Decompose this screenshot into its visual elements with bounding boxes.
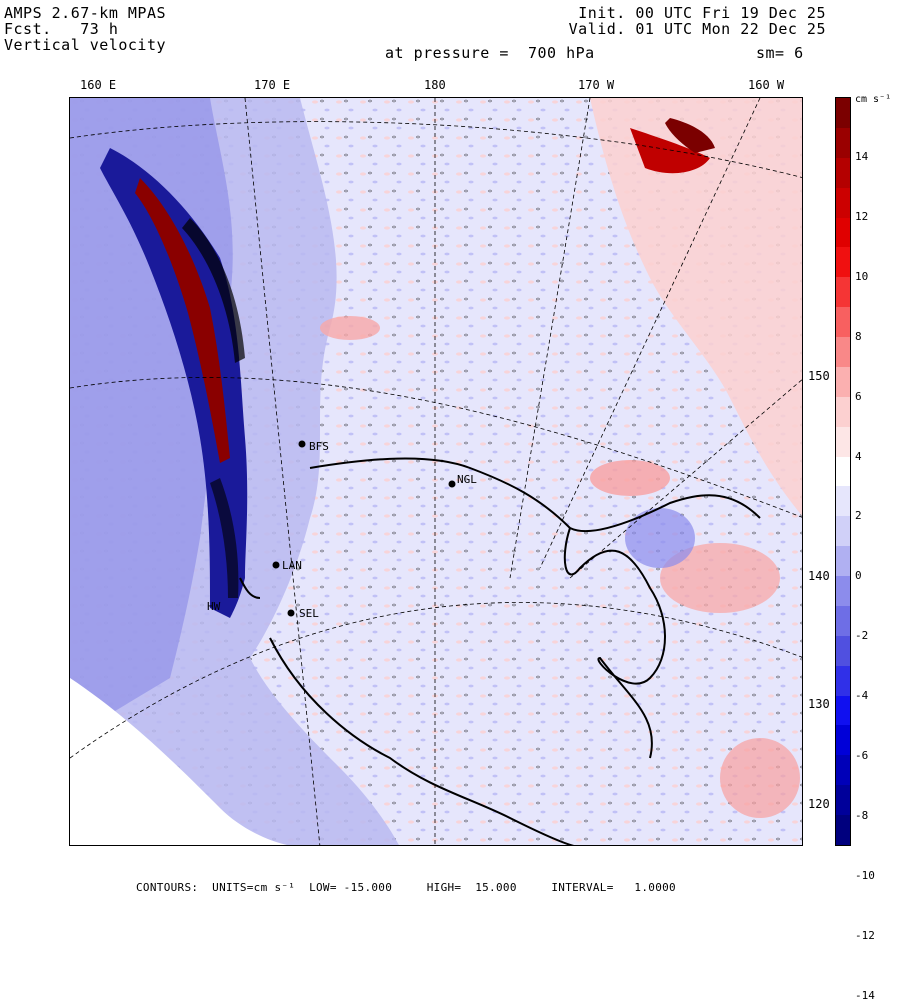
colorbar-tick-label: -8 (855, 809, 869, 823)
forecast-hour: Fcst. 73 h (4, 20, 119, 38)
colorbar-swatch (836, 127, 850, 158)
lon-label-160e: 160 E (80, 78, 117, 92)
red-patch-southeast (720, 738, 800, 818)
colorbar-swatch (836, 605, 850, 636)
lon-label-160w: 160 W (748, 78, 785, 92)
colorbar-swatch (836, 486, 850, 517)
colorbar-unit: cm s⁻¹ (855, 94, 892, 105)
station-ngl: NGL (457, 473, 477, 486)
red-core-northeast (630, 128, 710, 174)
valid-time: Valid. 01 UTC Mon 22 Dec 25 (568, 20, 826, 38)
red-patch-east (590, 460, 670, 496)
colorbar-tick-label: -10 (855, 868, 875, 882)
colorbar (835, 97, 851, 846)
graticule (70, 98, 802, 845)
colorbar-tick-label: -14 (855, 988, 875, 1002)
colorbar-swatch (836, 755, 850, 786)
colorbar-swatch (836, 157, 850, 188)
colorbar-swatch (836, 725, 850, 756)
colorbar-swatch (836, 426, 850, 457)
colorbar-swatch (836, 337, 850, 367)
transantarctic-band-red (135, 178, 230, 463)
colorbar-swatch (836, 247, 850, 278)
red-core-dark (665, 118, 715, 153)
init-time: Init. 00 UTC Fri 19 Dec 25 (578, 4, 826, 22)
colorbar-swatch (836, 396, 850, 427)
colorbar-swatch (836, 456, 850, 487)
lon-label-180: 180 (424, 78, 446, 92)
map-canvas: BFS NGL LAN SEL HW (70, 98, 802, 845)
station-sel: SEL (299, 607, 319, 620)
contour-info: CONTOURS: UNITS=cm s⁻¹ LOW= -15.000 HIGH… (136, 881, 676, 894)
station-dot-ngl (448, 480, 456, 488)
red-region-northeast (590, 98, 802, 516)
stations: BFS NGL LAN SEL HW (207, 440, 477, 620)
lon-label-170e: 170 E (254, 78, 291, 92)
header-left: AMPS 2.67-km MPAS Fcst. 73 h Vertical velo… (4, 5, 166, 53)
coastline (239, 457, 761, 845)
colorbar-swatch (836, 217, 850, 248)
colorbar-tick-label: 4 (855, 449, 862, 463)
colorbar-swatch (836, 187, 850, 218)
red-patch-central (320, 316, 380, 340)
colorbar-swatch (836, 665, 850, 696)
colorbar-tick-label: 0 (855, 569, 862, 583)
colorbar-tick-label: 2 (855, 509, 862, 523)
colorbar-swatch (836, 98, 850, 128)
lon-label-170w: 170 W (578, 78, 615, 92)
colorbar-swatch (836, 576, 850, 606)
colorbar-tick-label: -6 (855, 749, 869, 763)
colorbar-swatch (836, 815, 850, 845)
station-dot-bfs (298, 440, 306, 448)
station-bfs: BFS (309, 440, 329, 453)
station-lan: LAN (282, 559, 302, 572)
model-name: AMPS 2.67-km MPAS (4, 4, 167, 22)
transantarctic-contours (182, 218, 245, 363)
colorbar-tick-label: -4 (855, 689, 869, 703)
no-data-region (70, 678, 288, 845)
colorbar-swatch (836, 366, 850, 397)
band-contours-south (210, 478, 239, 598)
colorbar-tick-label: 8 (855, 329, 862, 343)
colorbar-tick-label: 6 (855, 389, 862, 403)
station-dot-sel (287, 609, 295, 617)
field-name: Vertical velocity (4, 36, 167, 54)
smoothing-value: sm= 6 (756, 44, 804, 62)
vertical-velocity-map: BFS NGL LAN SEL HW (69, 97, 803, 846)
colorbar-swatch (836, 307, 850, 337)
colorbar-swatch (836, 277, 850, 308)
station-hw: HW (207, 600, 221, 613)
red-patch-east-2 (660, 543, 780, 613)
colorbar-tick-label: 12 (855, 209, 869, 223)
colorbar-swatch (836, 546, 850, 576)
colorbar-swatch (836, 635, 850, 666)
colorbar-tick-label: 10 (855, 269, 869, 283)
station-dot-lan (272, 561, 280, 569)
colorbar-swatch (836, 516, 850, 547)
pressure-level: at pressure = 700 hPa (385, 44, 595, 62)
colorbar-tick-label: -2 (855, 629, 869, 643)
colorbar-tick-label: -12 (855, 928, 875, 942)
blue-patch-east (625, 508, 695, 568)
header-right: Init. 00 UTC Fri 19 Dec 25 Valid. 01 UTC … (569, 5, 826, 37)
colorbar-swatch (836, 695, 850, 726)
colorbar-swatch (836, 785, 850, 815)
colorbar-tick-label: 14 (855, 149, 869, 163)
